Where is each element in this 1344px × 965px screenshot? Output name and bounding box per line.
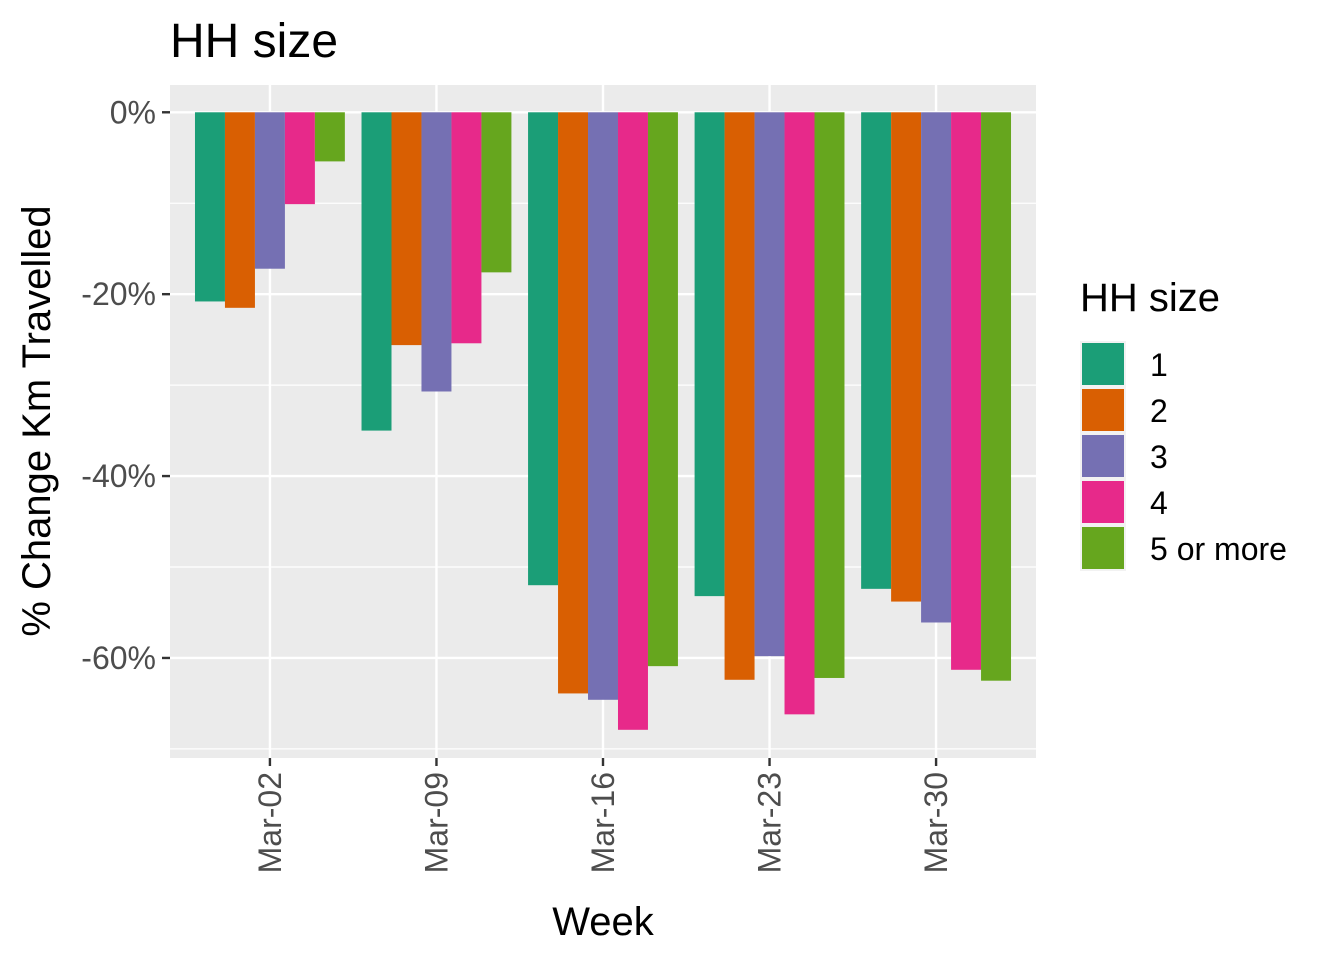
bar-3-Mar-09: [421, 112, 452, 392]
x-tick-label: Mar-09: [418, 772, 454, 873]
y-tick-label: -60%: [81, 640, 156, 676]
bar-2-Mar-23: [724, 112, 755, 680]
legend-label: 3: [1150, 439, 1168, 475]
bar-4-Mar-23: [784, 112, 815, 715]
x-tick-label: Mar-23: [752, 772, 788, 873]
x-tick-label: Mar-30: [918, 772, 954, 873]
bar-3-Mar-30: [921, 112, 952, 623]
bar-1-Mar-23: [694, 112, 725, 597]
legend-swatch: [1082, 389, 1124, 431]
bar-5-or-more-Mar-02: [314, 112, 345, 162]
x-axis: Mar-02 Mar-09 Mar-16 Mar-23 Mar-30: [252, 758, 954, 873]
legend-label: 1: [1150, 347, 1168, 383]
y-tick-label: -20%: [81, 276, 156, 312]
bar-1-Mar-02: [194, 112, 225, 302]
bar-3-Mar-16: [588, 112, 618, 700]
bar-5-or-more-Mar-16: [647, 112, 678, 667]
legend-label: 2: [1150, 393, 1168, 429]
bars-group: [194, 112, 1012, 730]
legend-label: 4: [1150, 485, 1168, 521]
bar-1-Mar-09: [361, 112, 392, 431]
bar-1-Mar-30: [861, 112, 892, 589]
bar-5-or-more-Mar-23: [814, 112, 845, 678]
legend-swatch: [1082, 435, 1124, 477]
bar-3-Mar-02: [254, 112, 285, 269]
y-tick-label: 0%: [110, 94, 156, 130]
y-tick-label: -40%: [81, 458, 156, 494]
bar-3-Mar-23: [754, 112, 785, 657]
bar-2-Mar-16: [558, 112, 589, 694]
bar-2-Mar-02: [224, 112, 255, 308]
legend-swatch: [1082, 343, 1124, 385]
bar-1-Mar-16: [528, 112, 559, 586]
bar-5-or-more-Mar-30: [981, 112, 1012, 681]
legend-title: HH size: [1080, 276, 1220, 320]
bar-2-Mar-30: [891, 112, 922, 602]
legend-label: 5 or more: [1150, 531, 1287, 567]
x-tick-label: Mar-16: [585, 772, 621, 873]
x-tick-label: Mar-02: [252, 772, 288, 873]
legend-swatch: [1082, 527, 1124, 569]
legend: HH size 1 2 3 4 5 or more: [1080, 276, 1287, 571]
bar-4-Mar-30: [951, 112, 982, 670]
y-axis: 0% -20% -40% -60%: [81, 94, 170, 676]
bar-4-Mar-02: [284, 112, 315, 205]
legend-swatch: [1082, 481, 1124, 523]
x-axis-title: Week: [552, 900, 655, 944]
y-axis-title: % Change Km Travelled: [15, 205, 59, 636]
bar-2-Mar-09: [391, 112, 422, 346]
bar-4-Mar-09: [451, 112, 482, 344]
bar-5-or-more-Mar-09: [481, 112, 512, 273]
chart-title: HH size: [170, 15, 338, 68]
bar-4-Mar-16: [617, 112, 648, 730]
